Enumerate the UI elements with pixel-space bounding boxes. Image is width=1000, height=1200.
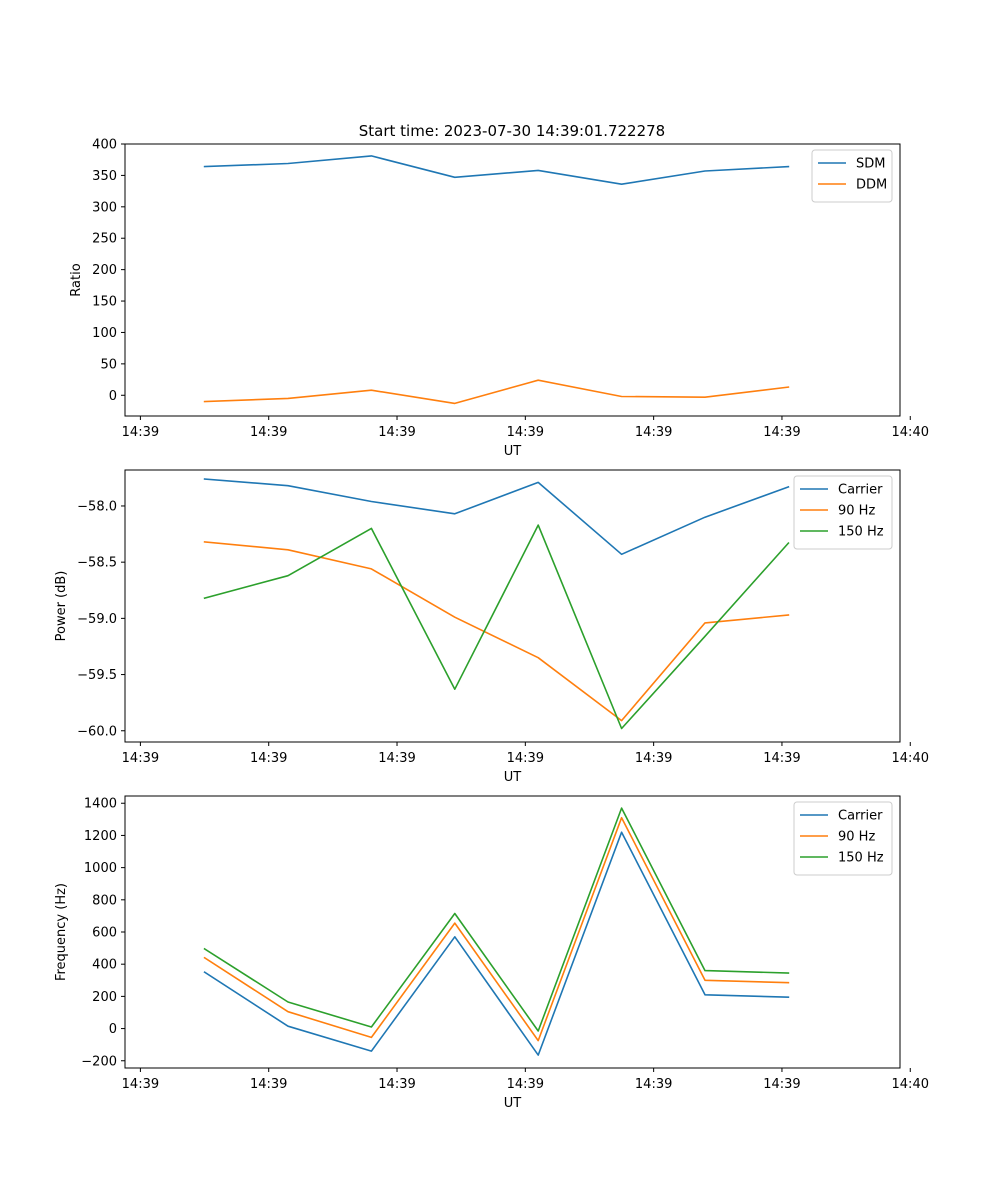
y-tick-label: −59.5 <box>77 668 117 683</box>
y-tick-label: 0 <box>109 1022 117 1037</box>
x-tick-label: 14:39 <box>507 751 544 766</box>
x-tick-label: 14:39 <box>250 1077 287 1092</box>
x-tick-label: 14:39 <box>250 751 287 766</box>
legend: Carrier 90 Hz 150 Hz <box>793 801 893 876</box>
legend-label: SDM <box>856 157 885 172</box>
x-tick-label: 14:39 <box>378 425 415 440</box>
series-line-ddm <box>203 379 790 405</box>
y-tick-label: 1200 <box>84 829 117 844</box>
x-tick-label: 14:39 <box>122 751 159 766</box>
x-tick-label: 14:39 <box>763 1077 800 1092</box>
chart-panel-2: −60.0 −59.5 −59.0 −58.5 −58.0 14:39 14:39 14:39… <box>54 469 929 785</box>
y-tick-label: 350 <box>92 169 117 184</box>
legend-label: 90 Hz <box>838 830 875 845</box>
x-tick-label: 14:40 <box>892 425 929 440</box>
legend-label: 90 Hz <box>838 504 875 519</box>
legend: SDM DDM <box>811 149 893 203</box>
series-line-90-hz <box>203 541 790 722</box>
y-tick-label: 800 <box>92 893 117 908</box>
x-tick-label: 14:39 <box>378 751 415 766</box>
y-tick-label: −58.5 <box>77 556 117 571</box>
x-tick-label: 14:39 <box>122 425 159 440</box>
x-tick-label: 14:39 <box>635 425 672 440</box>
legend-label: Carrier <box>838 809 883 824</box>
y-tick-label: 0 <box>109 389 117 404</box>
y-tick-label: 1400 <box>84 797 117 812</box>
y-tick-label: 100 <box>92 326 117 341</box>
legend-label: 150 Hz <box>838 851 884 866</box>
figure-title: Start time: 2023-07-30 14:39:01.722278 <box>359 122 665 140</box>
y-tick-label: 400 <box>92 958 117 973</box>
x-axis-label: UT <box>504 770 522 785</box>
series-line-sdm <box>203 155 790 185</box>
y-axis-label: Frequency (Hz) <box>54 883 69 981</box>
x-axis-label: UT <box>504 1096 522 1111</box>
axes-frame <box>124 469 901 743</box>
legend-label: DDM <box>856 178 887 193</box>
y-tick-label: 1000 <box>84 861 117 876</box>
x-tick-label: 14:39 <box>507 425 544 440</box>
x-tick-label: 14:39 <box>635 751 672 766</box>
y-tick-label: −59.0 <box>77 612 117 627</box>
y-tick-label: 600 <box>92 926 117 941</box>
series-line-90-hz <box>203 816 790 1042</box>
x-tick-label: 14:40 <box>892 1077 929 1092</box>
y-axis-label: Power (dB) <box>54 571 69 642</box>
series-line-150-hz <box>203 524 790 730</box>
x-tick-label: 14:40 <box>892 751 929 766</box>
chart-panel-3: −200 0 200 400 600 800 1000 1200 1400 14:39 14:39 1… <box>54 795 929 1111</box>
y-tick-label: 400 <box>92 138 117 153</box>
axes-frame <box>124 143 901 417</box>
y-tick-label: 300 <box>92 200 117 215</box>
axes-frame <box>124 795 901 1069</box>
x-tick-label: 14:39 <box>763 425 800 440</box>
y-tick-label: 200 <box>92 263 117 278</box>
y-tick-label: 150 <box>92 295 117 310</box>
panels: 0 50 100 150 200 250 300 350 400 14:39 14:39 14:39 1… <box>54 138 929 1112</box>
x-tick-label: 14:39 <box>635 1077 672 1092</box>
chart-panel-1: 0 50 100 150 200 250 300 350 400 14:39 14:39 14:39 1… <box>69 138 929 460</box>
series-line-carrier <box>203 831 790 1056</box>
legend-label: 150 Hz <box>838 525 884 540</box>
y-tick-label: −58.0 <box>77 499 117 514</box>
legend: Carrier 90 Hz 150 Hz <box>793 475 893 550</box>
y-tick-label: 250 <box>92 232 117 247</box>
x-axis-label: UT <box>504 444 522 459</box>
x-tick-label: 14:39 <box>378 1077 415 1092</box>
series-line-carrier <box>203 478 790 556</box>
legend-label: Carrier <box>838 483 883 498</box>
y-tick-label: 200 <box>92 990 117 1005</box>
y-axis-label: Ratio <box>69 263 84 296</box>
y-tick-label: −200 <box>81 1054 117 1069</box>
x-tick-label: 14:39 <box>122 1077 159 1092</box>
x-tick-label: 14:39 <box>507 1077 544 1092</box>
x-tick-label: 14:39 <box>763 751 800 766</box>
y-tick-label: 50 <box>100 357 117 372</box>
series-line-150-hz <box>203 807 790 1032</box>
x-tick-label: 14:39 <box>250 425 287 440</box>
y-tick-label: −60.0 <box>77 724 117 739</box>
